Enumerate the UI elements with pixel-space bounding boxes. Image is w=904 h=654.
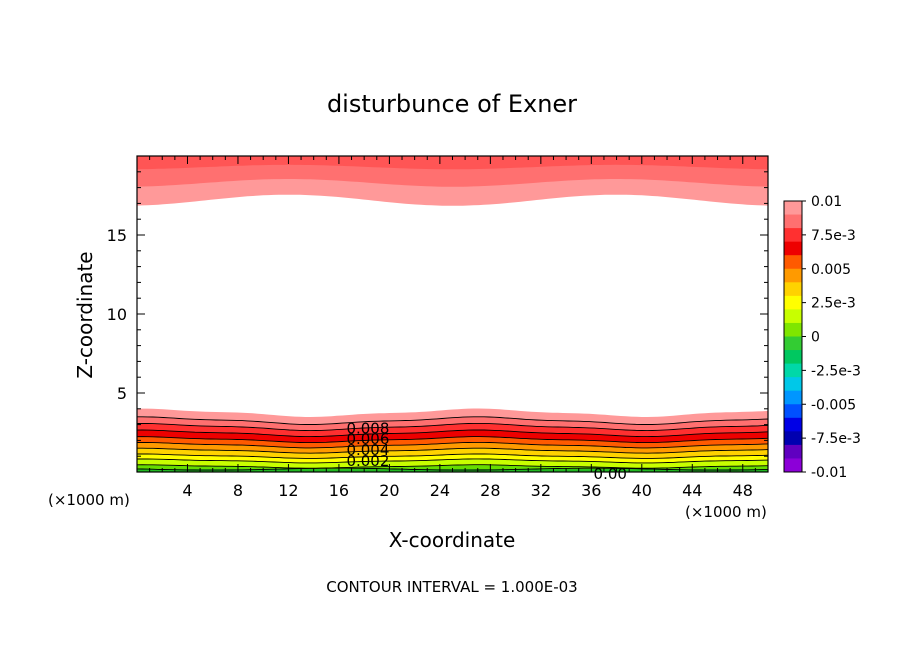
x-tick-label: 44 <box>682 481 702 500</box>
y-tick-label: 15 <box>107 226 127 245</box>
x-tick-label: 48 <box>733 481 753 500</box>
colorbar: 0.01 7.5e-3 0.005 2.5e-3 0 -2.5e-3 -0.005 -7.5e… <box>783 194 861 481</box>
x-axis-label: X-coordinate <box>389 528 516 552</box>
colorbar-swatch <box>784 295 802 310</box>
colorbar-label: -0.005 <box>811 397 856 413</box>
colorbar-swatch <box>784 431 802 446</box>
contour-label: 0.002 <box>346 452 389 470</box>
x-tick-label: 24 <box>430 481 450 500</box>
colorbar-swatch <box>784 350 802 365</box>
contour-line <box>137 422 768 432</box>
x-tick-label: 28 <box>480 481 500 500</box>
contour-label: 0.006 <box>346 430 389 448</box>
colorbar-swatch <box>784 363 802 378</box>
colorbar-swatch <box>784 282 802 297</box>
x-unit-label-right: (×1000 m) <box>685 503 767 521</box>
colorbar-swatch <box>784 268 802 283</box>
colorbar-swatch <box>784 228 802 243</box>
colorbar-swatch <box>784 322 802 337</box>
colorbar-label: 0 <box>811 330 820 346</box>
colorbar-label: -2.5e-3 <box>811 363 861 379</box>
x-tick-label: 16 <box>329 481 349 500</box>
colorbar-label: 2.5e-3 <box>811 296 856 312</box>
contour-label: 0.008 <box>346 420 389 438</box>
colorbar-label: 0.01 <box>811 194 842 210</box>
x-tick-label: 8 <box>233 481 243 500</box>
contour-line <box>137 436 768 444</box>
contour-line <box>137 458 768 464</box>
colorbar-swatch <box>784 458 802 473</box>
y-tick-label: 5 <box>117 384 127 403</box>
contour-line <box>137 416 768 425</box>
contour-line <box>137 453 768 459</box>
contour-line <box>137 464 768 469</box>
x-tick-label: 40 <box>632 481 652 500</box>
contour-line <box>137 447 768 454</box>
colorbar-swatch <box>784 336 802 351</box>
colorbar-label: 7.5e-3 <box>811 228 856 244</box>
x-tick-label: 20 <box>379 481 399 500</box>
colorbar-label: -0.01 <box>811 465 847 481</box>
colorbar-swatch <box>784 377 802 392</box>
x-tick-label: 12 <box>278 481 298 500</box>
y-axis-label: Z-coordinate <box>73 251 97 378</box>
top-layer-band <box>137 156 768 170</box>
chart-title: disturbunce of Exner <box>327 90 577 118</box>
colorbar-swatch <box>784 214 802 229</box>
colorbar-swatch <box>784 444 802 459</box>
colorbar-swatch <box>784 390 802 405</box>
colorbar-swatch <box>784 241 802 256</box>
colorbar-swatch <box>784 404 802 419</box>
contour-label: 0.00 <box>594 465 627 483</box>
x-tick-label: 32 <box>531 481 551 500</box>
colorbar-swatch <box>784 417 802 432</box>
contour-line <box>137 441 768 449</box>
contour-label: 0.004 <box>346 441 389 459</box>
contour-interval-note: CONTOUR INTERVAL = 1.000E-03 <box>326 578 577 596</box>
contour-line <box>137 429 768 438</box>
plot-area <box>137 156 768 472</box>
y-tick-label: 10 <box>107 305 127 324</box>
colorbar-label: 0.005 <box>811 262 851 278</box>
colorbar-swatch <box>784 255 802 270</box>
x-unit-label-left: (×1000 m) <box>48 491 130 509</box>
x-tick-label: 36 <box>581 481 601 500</box>
colorbar-swatch <box>784 309 802 324</box>
colorbar-label: -7.5e-3 <box>811 431 861 447</box>
colorbar-swatch <box>784 201 802 216</box>
x-tick-label: 4 <box>182 481 192 500</box>
